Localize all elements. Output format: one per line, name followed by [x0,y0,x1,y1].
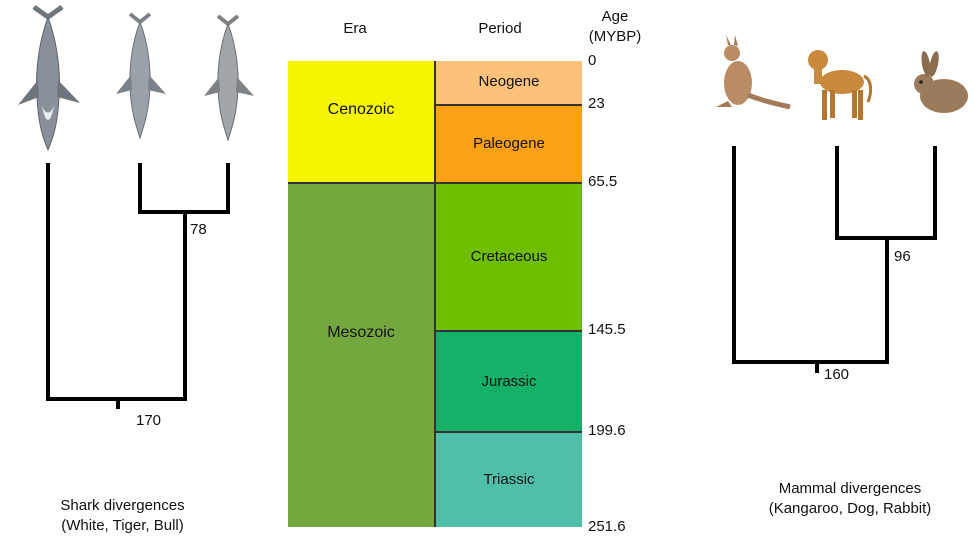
shark-caption-line1: Shark divergences [60,497,185,514]
period-cretaceous: Cretaceous [436,182,582,330]
mammal-node-label-160: 160 [824,366,850,383]
period-label: Jurassic [481,373,537,390]
period-label: Neogene [478,73,540,90]
mammal-caption-line2: (Kangaroo, Dog, Rabbit) [768,500,932,517]
rabbit-icon [914,51,968,113]
age-label: 199.6 [588,422,626,439]
period-label: Cretaceous [470,248,548,265]
kangaroo-icon [716,35,791,110]
tiger-shark-icon [116,12,166,140]
period-paleogene: Paleogene [436,104,582,182]
era-mesozoic: Mesozoic [288,182,434,527]
mammal-caption-line1: Mammal divergences [778,480,922,497]
shark-node-label-170: 170 [136,412,162,429]
shark-node-label-78: 78 [190,221,207,238]
era-period-divider [434,61,436,527]
era-header: Era [343,20,367,37]
era-label: Mesozoic [327,324,395,341]
mammal-node-label-96: 96 [894,248,911,265]
shark-caption: Shark divergences (White, Tiger, Bull) [30,496,215,536]
age-label: 145.5 [588,321,626,338]
age-label: 0 [588,52,597,69]
period-label: Triassic [483,471,535,488]
mammal-tree [732,146,937,373]
shark-caption-line2: (White, Tiger, Bull) [61,517,184,534]
age-label: 23 [588,95,605,112]
bull-shark-icon [204,14,254,142]
age-label: 251.6 [588,518,626,535]
period-neogene: Neogene [436,61,582,104]
great-white-shark-icon [18,4,80,152]
period-header: Period [478,20,522,37]
era-cenozoic: Cenozoic [288,61,434,182]
shark-tree [46,163,230,409]
period-jurassic: Jurassic [436,330,582,431]
age-header-line2: (MYBP) [588,28,642,45]
mammal-caption: Mammal divergences (Kangaroo, Dog, Rabbi… [745,479,955,519]
period-label: Paleogene [473,135,545,152]
age-label: 65.5 [588,173,618,190]
geologic-timescale: Cenozoic Mesozoic Neogene Paleogene Cretaceo… [288,61,582,527]
age-header-line1: Age [601,8,629,25]
era-label: Cenozoic [327,101,395,118]
dog-icon [808,50,873,120]
period-triassic: Triassic [436,431,582,527]
